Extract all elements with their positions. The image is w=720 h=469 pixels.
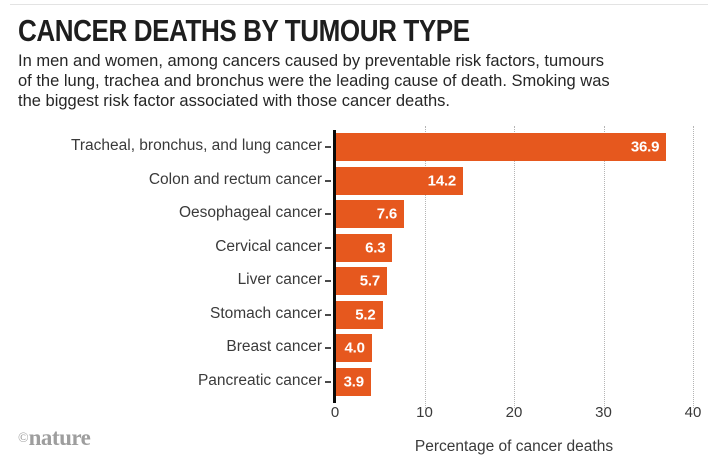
bar-value-label: 5.7 (359, 272, 380, 290)
category-label: Liver cancer (237, 271, 322, 288)
bar: 5.7 (336, 267, 387, 295)
y-axis-tick (325, 280, 331, 282)
subtitle-line: In men and women, among cancers caused b… (18, 52, 605, 70)
bar-value-label: 7.6 (376, 205, 398, 223)
y-axis-tick (325, 246, 331, 249)
gridline-10 (424, 126, 426, 408)
x-axis-tick-label: 10 (416, 404, 433, 421)
y-axis-tick (325, 146, 331, 148)
bar-value-label: 6.3 (365, 239, 386, 256)
y-axis-tick (325, 213, 331, 215)
y-axis-tick (325, 380, 331, 383)
bar: 3.9 (336, 367, 371, 396)
bar-value-label: 14.2 (427, 172, 457, 189)
bar: 5.2 (336, 300, 383, 329)
page-title: CANCER DEATHS BY TUMOUR TYPE (18, 13, 470, 48)
category-label: Breast cancer (226, 338, 322, 355)
category-label: Oesophageal cancer (178, 204, 322, 221)
x-axis-title: Percentage of cancer deaths (414, 438, 614, 455)
y-axis-tick (325, 347, 331, 349)
y-axis-tick (325, 313, 331, 316)
chart-subtitle: In men and women, among cancers caused b… (18, 51, 610, 111)
bar-value-label: 36.9 (630, 138, 660, 156)
bar: 14.2 (336, 166, 464, 195)
gridline-40 (693, 126, 694, 408)
copyright-icon: © (18, 431, 29, 446)
bar: 6.3 (336, 233, 393, 262)
nature-wordmark: nature (28, 425, 91, 450)
x-axis-tick-label: 30 (595, 404, 612, 421)
category-label: Pancreatic cancer (197, 371, 322, 389)
bar-value-label: 5.2 (355, 306, 376, 323)
subtitle-line: of the lung, trachea and bronchus were t… (18, 72, 610, 90)
bar: 7.6 (336, 200, 405, 228)
gridline-30 (603, 126, 605, 408)
category-label: Tracheal, bronchus, and lung cancer (70, 137, 322, 154)
bar-value-label: 4.0 (344, 339, 365, 357)
y-axis-tick (325, 179, 331, 182)
gridline-20 (514, 126, 515, 408)
nature-logo: ©nature (18, 425, 91, 451)
category-label: Stomach cancer (210, 304, 322, 322)
subtitle-line: the biggest risk factor associated with … (18, 92, 450, 110)
x-axis-tick-label: 20 (505, 404, 523, 421)
top-divider (10, 4, 708, 5)
bar: 36.9 (336, 133, 667, 161)
bar-value-label: 3.9 (343, 373, 364, 390)
bar: 4.0 (336, 334, 372, 362)
category-label: Colon and rectum cancer (148, 170, 322, 188)
y-axis-line (333, 130, 336, 403)
category-label: Cervical cancer (215, 237, 322, 255)
x-axis-tick-label: 40 (684, 404, 702, 421)
x-axis-tick-label: 0 (330, 404, 340, 421)
